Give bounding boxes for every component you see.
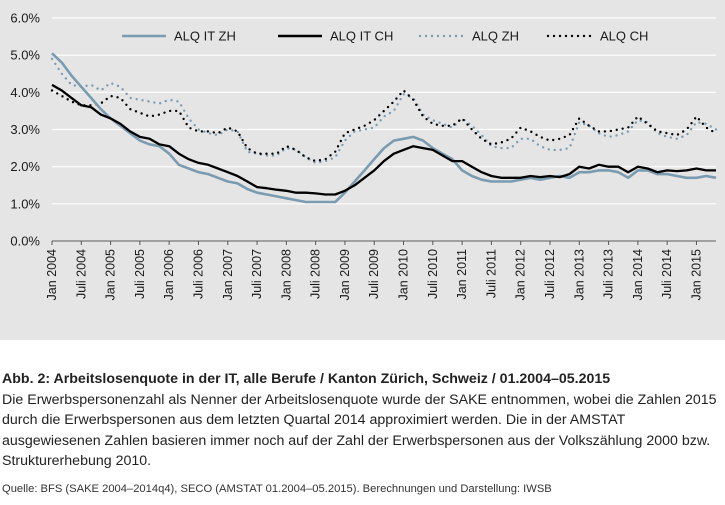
- x-tick-label: Juli 2012: [543, 249, 557, 299]
- chart-panel: 0.0% 1.0% 2.0% 3.0% 4.0% 5.0% 6.0% Jan 2004 Juli…: [0, 0, 725, 340]
- x-tick-label: Juli 2006: [191, 249, 205, 299]
- series-line-alq-ch: [50, 88, 718, 163]
- x-tick-label: Juli 2009: [367, 249, 381, 299]
- series-line-alq-it-ch: [51, 83, 716, 196]
- y-tick-label: 0.0%: [10, 234, 40, 249]
- line-chart: 0.0% 1.0% 2.0% 3.0% 4.0% 5.0% 6.0% Jan 2004 Juli…: [10, 11, 718, 300]
- x-tick-label: Juli 2010: [426, 249, 440, 299]
- x-tick-label: Juli 2014: [660, 249, 674, 299]
- caption-title: Abb. 2: Arbeitslosenquote in der IT, all…: [2, 371, 611, 387]
- x-tick-label: Jan 2007: [221, 249, 235, 300]
- x-tick-label: Juli 2005: [133, 249, 147, 299]
- legend-label: ALQ IT CH: [330, 29, 393, 44]
- x-tick-label: Juli 2008: [309, 249, 323, 299]
- y-tick-label: 6.0%: [10, 11, 40, 26]
- legend-label: ALQ IT ZH: [174, 29, 236, 44]
- x-tick-label: Jan 2011: [455, 249, 469, 300]
- y-tick-label: 4.0%: [10, 85, 40, 100]
- x-tick-label: Jan 2015: [689, 249, 703, 300]
- y-tick-label: 3.0%: [10, 122, 40, 137]
- x-tick-label: Jan 2004: [45, 249, 59, 300]
- caption-body: Die Erwerbspersonenzahl als Nenner der A…: [2, 391, 717, 470]
- x-tick-label: Jan 2009: [338, 249, 352, 300]
- figure-caption: Abb. 2: Arbeitslosenquote in der IT, all…: [2, 369, 724, 472]
- y-tick-label: 5.0%: [10, 48, 40, 63]
- source-note: Quelle: BFS (SAKE 2004–2014q4), SECO (AM…: [2, 483, 552, 495]
- x-tick-label: Juli 2011: [484, 249, 498, 298]
- legend-label: ALQ ZH: [472, 29, 519, 44]
- x-tick-label: Jan 2014: [631, 249, 645, 300]
- x-tick-label: Jan 2013: [572, 249, 586, 300]
- legend-label: ALQ CH: [600, 29, 648, 44]
- x-tick-label: Juli 2004: [74, 249, 88, 299]
- x-tick-label: Jan 2008: [279, 249, 293, 300]
- x-tick-label: Jan 2010: [397, 249, 411, 300]
- x-tick-label: Juli 2013: [602, 249, 616, 299]
- y-tick-label: 2.0%: [10, 159, 40, 174]
- x-tick-label: Juli 2007: [250, 249, 264, 299]
- x-tick-label: Jan 2005: [104, 249, 118, 300]
- series-line-alq-zh: [50, 57, 718, 165]
- series-line-alq-it-zh: [51, 52, 717, 204]
- x-tick-label: Jan 2012: [514, 249, 528, 300]
- x-tick-label: Jan 2006: [162, 249, 176, 300]
- y-tick-label: 1.0%: [10, 196, 40, 211]
